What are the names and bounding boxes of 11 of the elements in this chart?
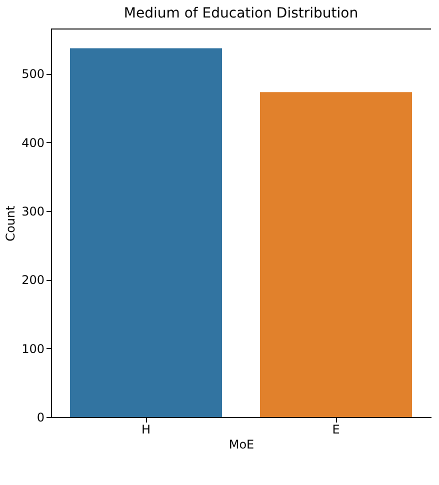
y-tick-label: 500 — [22, 67, 44, 82]
y-tick-label: 300 — [22, 204, 44, 218]
x-axis-title: MoE — [228, 438, 254, 452]
y-tick-label: 100 — [22, 342, 44, 356]
y-tick-label: 0 — [36, 410, 44, 424]
x-tick-label: H — [141, 422, 151, 436]
y-axis-title: Count — [4, 205, 18, 242]
y-tick-label: 400 — [22, 136, 44, 150]
y-tick-label: 200 — [22, 273, 44, 288]
chart-title: Medium of Education Distribution — [124, 6, 358, 22]
x-tick-label: E — [332, 422, 340, 436]
